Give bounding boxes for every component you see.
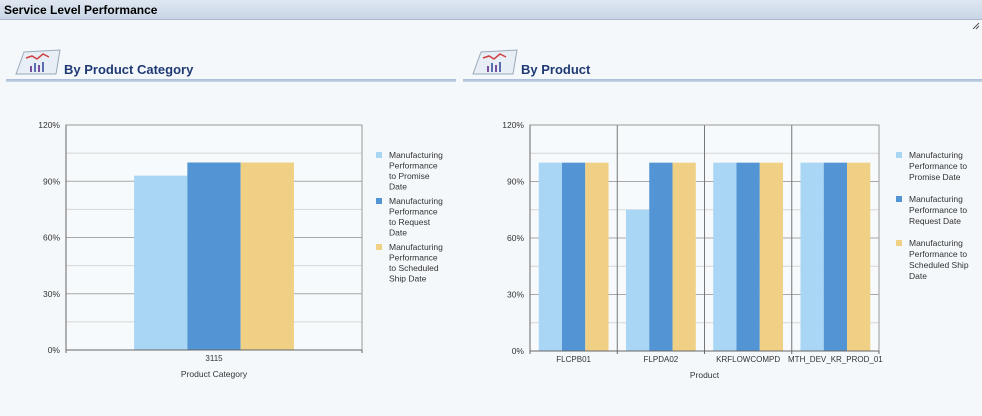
x-tick-label: 3115: [205, 354, 223, 363]
window-titlebar: Service Level Performance: [0, 0, 982, 20]
x-tick-label: MTH_DEV_KR_PROD_01: [788, 355, 883, 364]
panel-header-product: By Product: [463, 44, 982, 82]
legend-swatch-series-1: [376, 152, 382, 158]
x-axis-title: Product: [690, 370, 720, 380]
legend-label-line: Date: [389, 182, 407, 192]
chart-report-icon: [10, 44, 66, 80]
legend-label-line: Performance: [389, 207, 438, 217]
legend-label-line: Scheduled Ship: [909, 260, 969, 270]
bar-KRFLOWCOMPD-series-1: [713, 162, 737, 351]
product-bar-chart: 0% 30% 60% 90% 120% FLCPB01 FLPDA02 KRFLOWCOMPD…: [502, 120, 969, 380]
panel-title: By Product: [521, 62, 591, 77]
legend-swatch-series-1: [896, 152, 902, 158]
legend-label-line: Performance to: [909, 205, 967, 215]
legend-label-line: Performance to: [909, 161, 967, 171]
y-tick-label: 90%: [507, 177, 524, 187]
legend-label-line: Manufacturing: [909, 194, 963, 204]
bar-FLPDA02-series-3: [672, 162, 696, 351]
bar-MTH_DEV_KR_PROD_01-series-3: [847, 162, 871, 351]
y-tick-label: 60%: [507, 233, 524, 243]
y-tick-label: 0%: [512, 346, 525, 356]
bar-KRFLOWCOMPD-series-3: [759, 162, 784, 351]
legend-label-line: Promise Date: [909, 172, 961, 182]
bar-MTH_DEV_KR_PROD_01-series-1: [800, 162, 824, 351]
legend-swatch-series-2: [896, 196, 902, 202]
x-tick-label: FLCPB01: [556, 355, 591, 364]
legend-label-line: Manufacturing: [389, 150, 443, 160]
legend-label-line: to Request: [389, 217, 431, 227]
legend-label-line: to Scheduled: [389, 263, 439, 273]
y-tick-label: 120%: [38, 120, 60, 130]
legend-label-line: Manufacturing: [909, 238, 963, 248]
bar-FLCPB01-series-3: [585, 162, 609, 351]
y-tick-label: 30%: [43, 289, 60, 299]
x-tick-label: KRFLOWCOMPD: [716, 355, 780, 364]
bar-FLPDA02-series-1: [625, 209, 650, 351]
bar-3115-series-1: [134, 175, 188, 350]
legend-label-line: Request Date: [909, 216, 961, 226]
bar-FLPDA02-series-2: [649, 162, 673, 351]
panel-header-category: By Product Category: [6, 44, 456, 82]
bar-3115-series-2: [187, 162, 241, 350]
legend-label-line: Ship Date: [389, 274, 427, 284]
y-tick-label: 120%: [502, 120, 524, 130]
bar-FLCPB01-series-1: [538, 162, 562, 351]
y-tick-label: 30%: [507, 290, 524, 300]
window-title: Service Level Performance: [4, 3, 158, 17]
legend-label-line: Performance: [389, 253, 438, 263]
bar-FLCPB01-series-2: [561, 162, 586, 351]
chart-report-icon: [467, 44, 523, 80]
legend-label-line: Date: [909, 271, 927, 281]
legend-label-line: Performance: [389, 161, 438, 171]
bar-KRFLOWCOMPD-series-2: [736, 162, 760, 351]
y-tick-label: 60%: [43, 233, 60, 243]
legend-label-line: Manufacturing: [389, 196, 443, 206]
y-tick-label: 90%: [43, 176, 60, 186]
legend-swatch-series-3: [896, 240, 902, 246]
legend-label-line: Manufacturing: [909, 150, 963, 160]
category-bar-chart: 0% 30% 60% 90% 120% 3115 Product Category Manuf…: [38, 120, 443, 379]
legend-label-line: Date: [389, 228, 407, 238]
header-divider: [463, 79, 982, 82]
bar-3115-series-3: [240, 162, 294, 350]
legend-label-line: Performance to: [909, 249, 967, 259]
bar-MTH_DEV_KR_PROD_01-series-2: [823, 162, 848, 351]
panel-title: By Product Category: [64, 62, 194, 77]
resize-icon[interactable]: [972, 22, 980, 30]
x-axis-title: Product Category: [181, 369, 248, 379]
legend-label-line: Manufacturing: [389, 242, 443, 252]
header-divider: [6, 79, 456, 82]
legend-swatch-series-2: [376, 198, 382, 204]
legend-swatch-series-3: [376, 244, 382, 250]
legend-label-line: to Promise: [389, 171, 430, 181]
x-tick-label: FLPDA02: [644, 355, 679, 364]
y-tick-label: 0%: [48, 345, 61, 355]
